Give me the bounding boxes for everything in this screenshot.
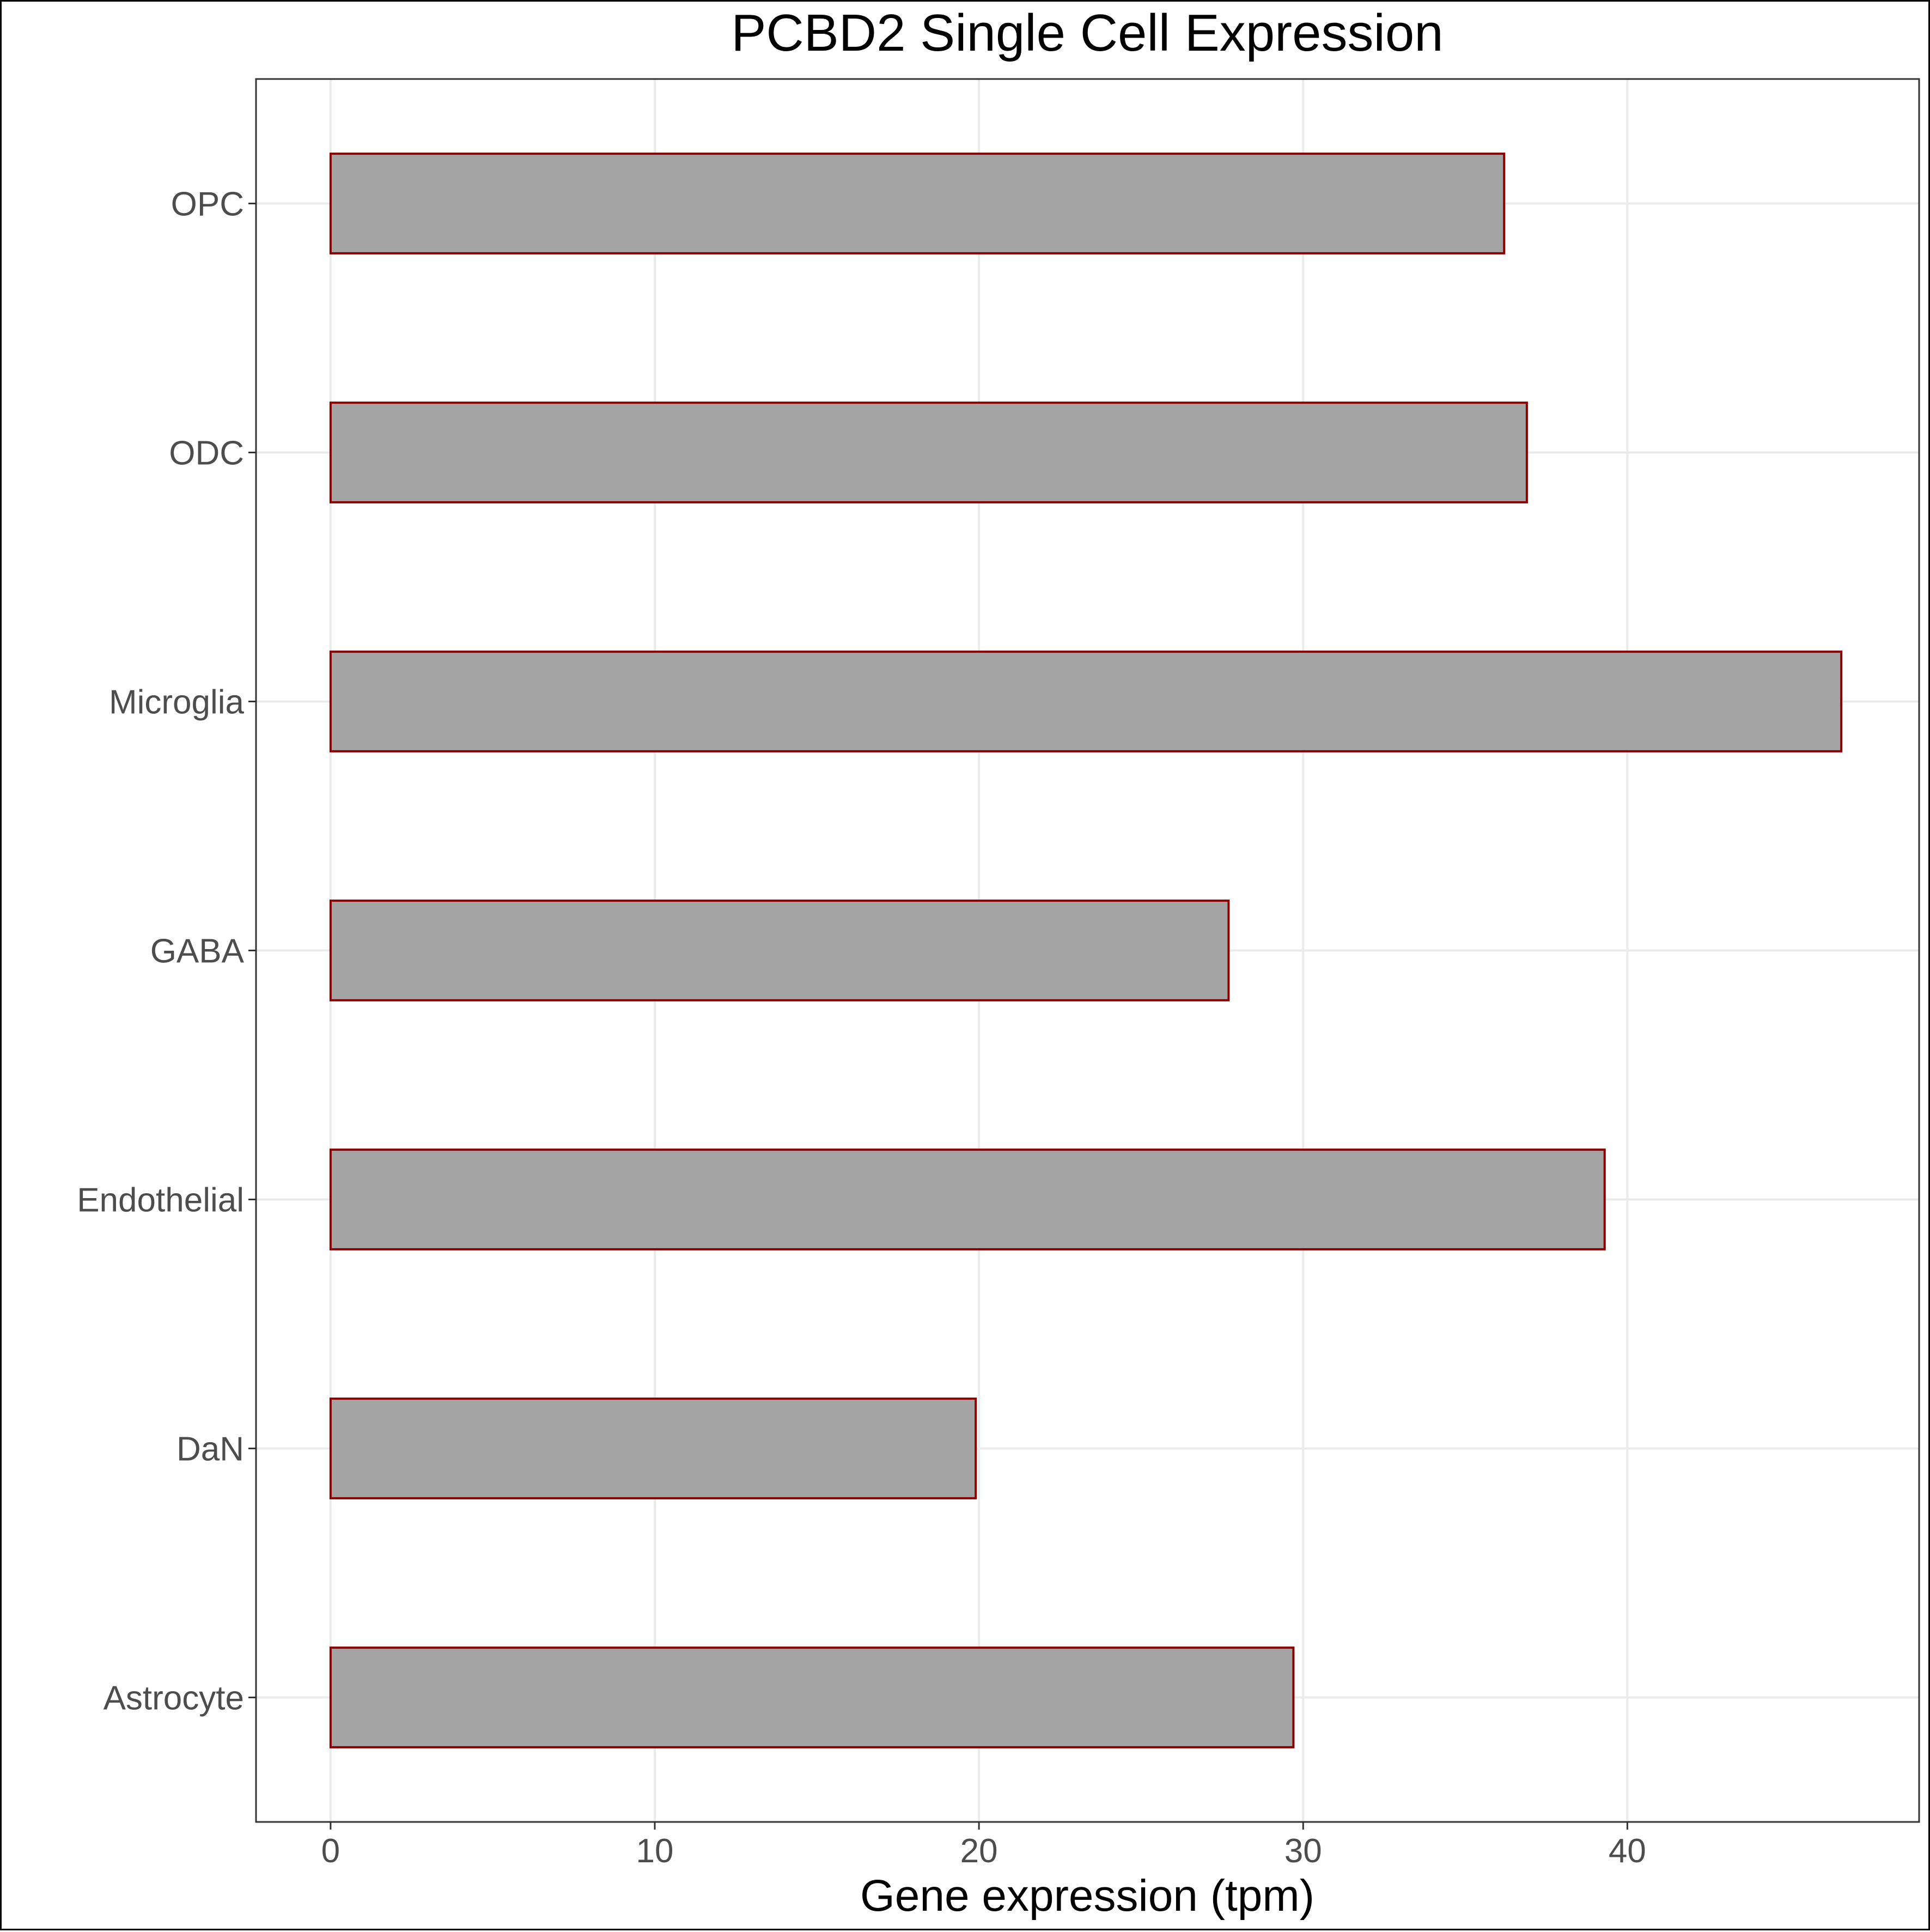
bar-astrocyte bbox=[329, 1647, 1295, 1748]
x-axis-ticks: 0 10 20 30 40 bbox=[321, 1822, 1646, 1870]
y-tick-label: Astrocyte bbox=[103, 1680, 244, 1717]
chart-title: PCBD2 Single Cell Expression bbox=[731, 4, 1443, 62]
y-tick-label: Endothelial bbox=[77, 1182, 244, 1219]
y-tick-label: ODC bbox=[169, 435, 244, 472]
bar-endothelial bbox=[329, 1149, 1606, 1250]
bars bbox=[329, 153, 1843, 1748]
bar-microglia bbox=[329, 651, 1843, 752]
bar-gaba bbox=[329, 900, 1230, 1001]
x-tick-label: 30 bbox=[1284, 1832, 1322, 1870]
x-tick-label: 40 bbox=[1609, 1832, 1646, 1870]
x-tick-label: 20 bbox=[960, 1832, 998, 1870]
bar-odc bbox=[329, 402, 1528, 503]
y-axis-ticks: OPC ODC Microglia GABA Endothelial DaN Astrocy… bbox=[77, 186, 256, 1717]
bar-dan bbox=[329, 1398, 977, 1499]
x-axis-title: Gene expression (tpm) bbox=[860, 1871, 1314, 1921]
y-tick-label: GABA bbox=[150, 933, 245, 970]
y-tick-label: OPC bbox=[171, 186, 244, 223]
y-tick-label: Microglia bbox=[109, 684, 245, 721]
x-tick-label: 10 bbox=[636, 1832, 674, 1870]
y-tick-label: DaN bbox=[176, 1431, 244, 1468]
x-tick-label: 0 bbox=[321, 1832, 340, 1870]
bar-opc bbox=[329, 153, 1506, 254]
